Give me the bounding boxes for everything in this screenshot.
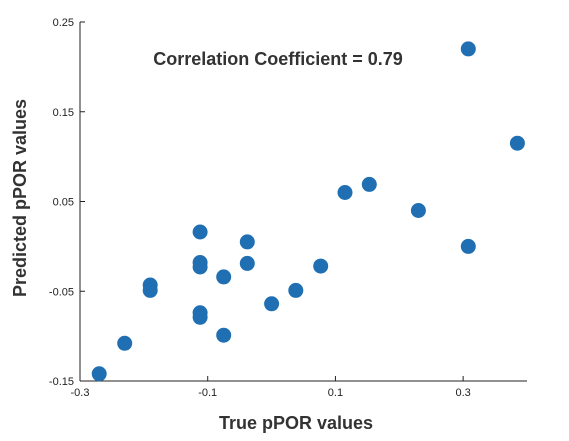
data-point: [361, 176, 377, 192]
data-point: [117, 335, 133, 351]
x-tick-label: -0.3: [71, 387, 90, 399]
y-tick-label: -0.15: [49, 376, 74, 388]
tick-group: -0.3 -0.1 0.1 0.3 -0.15 -0.05 0.05 0.15 0.25: [49, 17, 471, 399]
x-tick-label: 0.1: [328, 387, 343, 399]
correlation-annotation: Correlation Coefficient = 0.79: [153, 49, 403, 69]
x-axis-title: True pPOR values: [219, 413, 373, 433]
data-point: [216, 269, 232, 285]
y-tick-label: 0.05: [53, 197, 74, 209]
data-point: [313, 258, 329, 274]
x-tick-label: -0.1: [198, 387, 217, 399]
data-point: [410, 203, 426, 218]
data-point: [91, 366, 107, 382]
data-point: [337, 185, 353, 200]
data-point: [460, 41, 476, 57]
data-point: [192, 309, 208, 325]
data-point: [216, 327, 232, 343]
y-tick-label: 0.15: [53, 107, 74, 119]
data-point: [192, 224, 208, 240]
data-point: [192, 259, 208, 275]
x-tick-label: 0.3: [455, 387, 470, 399]
data-point: [142, 282, 158, 298]
data-point: [288, 282, 304, 298]
y-axis-title: Predicted pPOR values: [10, 99, 30, 297]
data-point: [239, 234, 255, 250]
data-point: [509, 135, 525, 151]
data-point: [264, 296, 280, 312]
y-tick-label: 0.25: [53, 17, 74, 29]
data-points: [91, 41, 525, 382]
y-tick-label: -0.05: [49, 286, 74, 298]
data-point: [239, 255, 255, 271]
data-point: [460, 238, 476, 254]
axes: [79, 22, 527, 382]
